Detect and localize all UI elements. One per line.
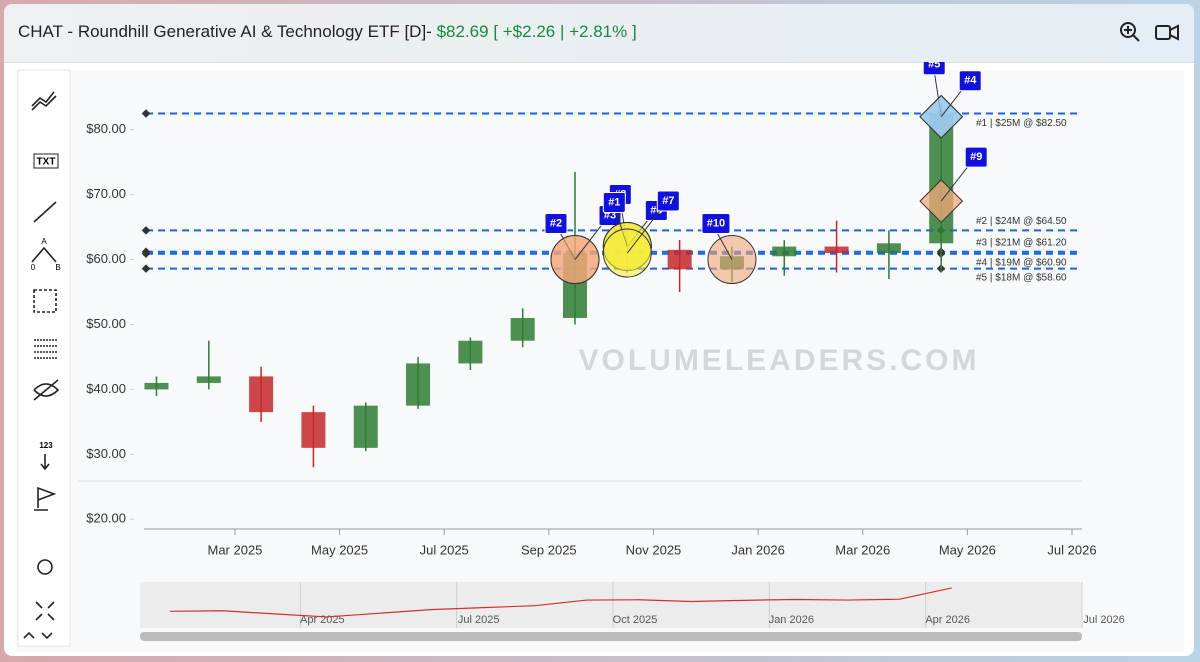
video-button[interactable] [1155, 24, 1179, 41]
toolbar-label: 123 [39, 441, 53, 450]
grid-tool[interactable] [34, 339, 58, 359]
fit-tool[interactable] [35, 601, 55, 621]
level-label: #1 | $25M @ $82.50 [976, 118, 1067, 129]
fib-tool[interactable] [31, 246, 57, 263]
marker-badge [701, 213, 731, 235]
hide-tool[interactable] [33, 379, 60, 401]
watermark: VOLUMELEADERS.COM [578, 344, 979, 377]
candle-body [406, 363, 431, 406]
flag-tool[interactable] [34, 486, 57, 511]
navigator-label: Apr 2026 [925, 614, 970, 626]
y-tick-label: $70.00 [86, 186, 126, 201]
level-label: #2 | $24M @ $64.50 [976, 216, 1067, 227]
chart-bg [16, 70, 1184, 652]
window: CHAT - Roundhill Generative AI & Technol… [4, 4, 1194, 656]
header: CHAT - Roundhill Generative AI & Technol… [4, 4, 1194, 63]
marker-badge [656, 190, 680, 212]
measure-tool[interactable] [40, 454, 50, 471]
level-diamond [141, 226, 151, 235]
navigator-label: Jan 2026 [769, 614, 814, 626]
line-tool[interactable] [33, 201, 57, 223]
candle-body [824, 246, 849, 254]
level-diamond [141, 264, 151, 273]
marker-label: #9 [970, 151, 982, 163]
trade-marker [602, 228, 652, 278]
level-diamond [141, 247, 151, 256]
toolbar-label: B [55, 263, 60, 272]
navigator-bg [140, 582, 1082, 628]
title-row: CHAT - Roundhill Generative AI & Technol… [18, 22, 637, 42]
candle-body [353, 405, 378, 448]
y-tick-label: $60.00 [86, 251, 126, 266]
toolbar-label: 0 [31, 263, 36, 272]
collapse-tool[interactable] [23, 631, 53, 640]
navigator-label: Jul 2025 [458, 614, 500, 626]
toolbar-icons [23, 91, 60, 640]
marker-label: #1 [608, 196, 620, 208]
candle-body [876, 243, 901, 254]
x-tick-label: Mar 2026 [835, 542, 890, 557]
y-tick-label: $50.00 [86, 316, 126, 331]
header-icons [1120, 22, 1179, 42]
x-tick-label: Nov 2025 [626, 542, 682, 557]
marker-label: #7 [662, 195, 674, 207]
navigator-line [170, 587, 952, 618]
y-tick-label: $80.00 [86, 121, 126, 136]
price-change: [ +$2.26 | +2.81% ] [493, 22, 637, 41]
toolbar-label: A [41, 237, 47, 246]
candle-body [772, 246, 797, 257]
navigator-label: Oct 2025 [613, 614, 658, 626]
marker-badge [544, 213, 568, 235]
candle-body [249, 376, 274, 413]
crosshair-tool[interactable] [33, 289, 57, 313]
level-diamond [141, 109, 151, 118]
marker-badge [964, 146, 988, 168]
chart: TXT A 0 B 123 VOLUMELEADERS.COM $20.00 $30… [16, 62, 1184, 652]
toolbar-label: TXT [37, 157, 56, 168]
trend-tool[interactable] [31, 91, 57, 111]
y-tick-label: $40.00 [86, 381, 126, 396]
y-tick-label: $30.00 [86, 446, 126, 461]
level-label: #3 | $21M @ $61.20 [976, 237, 1067, 248]
zoom-button[interactable] [1120, 22, 1140, 42]
navigator-label: Jul 2026 [1083, 614, 1125, 626]
x-tick-label: Jan 2026 [731, 542, 785, 557]
x-tick-label: Mar 2025 [207, 542, 262, 557]
x-tick-label: Sep 2025 [521, 542, 577, 557]
marker-label: #4 [964, 75, 977, 87]
x-tick-label: Jul 2026 [1047, 542, 1096, 557]
candle-body [667, 249, 692, 270]
zoom-tool[interactable] [37, 559, 53, 575]
candle-body [301, 412, 326, 448]
candle-body [196, 376, 221, 383]
level-label: #4 | $19M @ $60.90 [976, 257, 1067, 268]
level-label: #5 | $18M @ $58.60 [976, 272, 1067, 283]
marker-badge [922, 62, 946, 76]
candle-body [144, 382, 169, 390]
x-tick-label: May 2025 [311, 542, 368, 557]
marker-badge [958, 70, 982, 92]
marker-label: #2 [550, 217, 562, 229]
price: $82.69 [436, 22, 489, 41]
candle-body [510, 317, 535, 341]
text-tool-box[interactable] [33, 153, 59, 169]
y-tick-label: $20.00 [86, 511, 126, 526]
marker-label: #5 [928, 62, 940, 71]
candle-body [458, 340, 483, 364]
marker-label: #10 [707, 217, 725, 229]
x-tick-label: Jul 2025 [420, 542, 469, 557]
x-tick-label: May 2026 [939, 542, 996, 557]
scrollbar[interactable] [140, 632, 1082, 641]
ticker-title: CHAT - Roundhill Generative AI & Technol… [18, 22, 432, 41]
marker-badge [602, 192, 626, 214]
